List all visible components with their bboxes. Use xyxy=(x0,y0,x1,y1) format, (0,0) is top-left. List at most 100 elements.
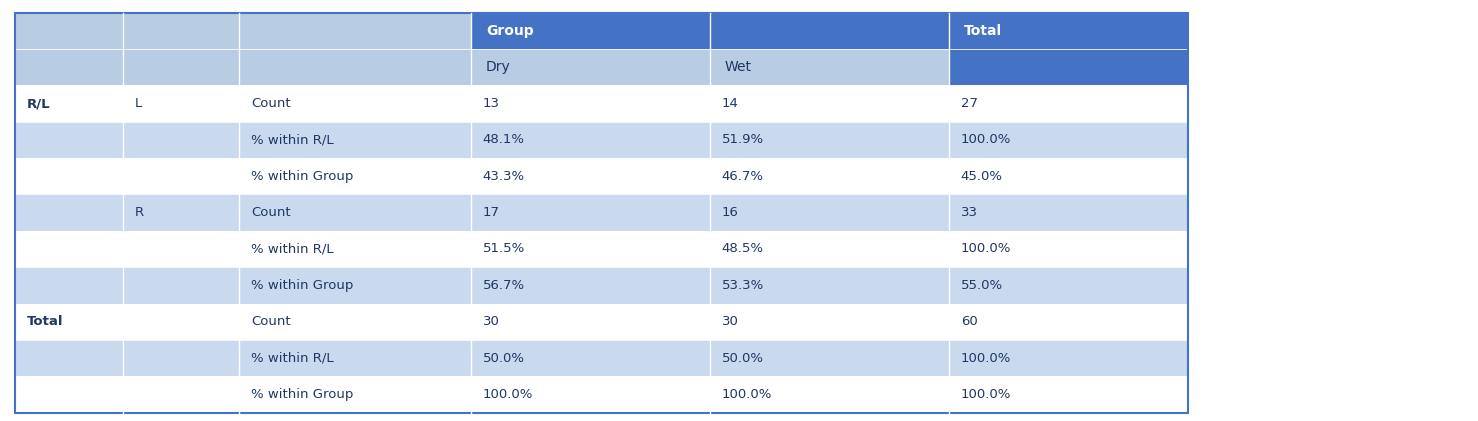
Bar xyxy=(15,122,123,158)
Bar xyxy=(949,231,1188,267)
Bar xyxy=(123,122,239,158)
Text: 56.7%: 56.7% xyxy=(483,279,525,292)
Text: 50.0%: 50.0% xyxy=(483,352,525,365)
Text: 27: 27 xyxy=(961,97,978,110)
Bar xyxy=(471,13,949,49)
Bar xyxy=(15,13,471,49)
Bar xyxy=(949,13,1188,49)
Bar xyxy=(471,340,709,376)
Bar xyxy=(471,376,709,413)
Text: % within Group: % within Group xyxy=(251,170,353,183)
Text: 30: 30 xyxy=(721,315,739,328)
Text: 53.3%: 53.3% xyxy=(721,279,764,292)
Text: Count: Count xyxy=(251,206,291,219)
Text: 48.1%: 48.1% xyxy=(483,133,525,147)
Bar xyxy=(15,340,123,376)
Text: 45.0%: 45.0% xyxy=(961,170,1004,183)
Bar xyxy=(239,195,471,231)
Text: 100.0%: 100.0% xyxy=(721,388,772,401)
Bar xyxy=(239,85,471,122)
Text: 60: 60 xyxy=(961,315,977,328)
Text: L: L xyxy=(134,97,142,110)
Text: 17: 17 xyxy=(483,206,500,219)
Bar xyxy=(471,122,709,158)
Text: 100.0%: 100.0% xyxy=(961,242,1011,256)
Text: 43.3%: 43.3% xyxy=(483,170,525,183)
Bar xyxy=(239,122,471,158)
Bar xyxy=(15,231,123,267)
Bar xyxy=(949,195,1188,231)
Bar xyxy=(949,85,1188,122)
Text: Count: Count xyxy=(251,315,291,328)
Text: R: R xyxy=(134,206,145,219)
Text: 46.7%: 46.7% xyxy=(721,170,764,183)
Text: % within Group: % within Group xyxy=(251,279,353,292)
Text: % within R/L: % within R/L xyxy=(251,352,334,365)
Bar xyxy=(709,85,949,122)
Text: % within Group: % within Group xyxy=(251,388,353,401)
Text: 51.9%: 51.9% xyxy=(721,133,764,147)
Text: Wet: Wet xyxy=(724,60,752,74)
Bar xyxy=(239,231,471,267)
Bar xyxy=(471,85,709,122)
Bar xyxy=(949,340,1188,376)
Bar xyxy=(123,376,239,413)
Bar xyxy=(949,267,1188,304)
Bar xyxy=(709,122,949,158)
Bar xyxy=(709,267,949,304)
Text: % within R/L: % within R/L xyxy=(251,133,334,147)
Bar xyxy=(123,85,239,122)
Text: 14: 14 xyxy=(721,97,739,110)
Bar xyxy=(123,267,239,304)
Bar xyxy=(123,340,239,376)
Bar xyxy=(15,13,1188,413)
Bar xyxy=(709,231,949,267)
Text: 100.0%: 100.0% xyxy=(483,388,534,401)
Bar xyxy=(709,340,949,376)
Text: Group: Group xyxy=(486,24,534,38)
Text: Count: Count xyxy=(251,97,291,110)
Bar xyxy=(709,158,949,195)
Bar xyxy=(239,158,471,195)
Text: Total: Total xyxy=(27,315,64,328)
Bar xyxy=(239,304,471,340)
Text: 48.5%: 48.5% xyxy=(721,242,764,256)
Bar xyxy=(15,376,123,413)
Bar xyxy=(471,158,709,195)
Bar xyxy=(239,376,471,413)
Bar xyxy=(123,231,239,267)
Text: 33: 33 xyxy=(961,206,978,219)
Text: Dry: Dry xyxy=(486,60,510,74)
Bar xyxy=(123,195,239,231)
Bar xyxy=(471,195,709,231)
Bar xyxy=(239,340,471,376)
Text: 50.0%: 50.0% xyxy=(721,352,764,365)
Bar xyxy=(15,267,123,304)
Text: Total: Total xyxy=(964,24,1002,38)
Text: 51.5%: 51.5% xyxy=(483,242,525,256)
Bar xyxy=(709,195,949,231)
Bar xyxy=(123,304,239,340)
Text: 100.0%: 100.0% xyxy=(961,352,1011,365)
Text: 30: 30 xyxy=(483,315,500,328)
Bar xyxy=(15,195,123,231)
Bar xyxy=(471,304,709,340)
Bar xyxy=(949,376,1188,413)
Text: R/L: R/L xyxy=(27,97,50,110)
Bar xyxy=(239,267,471,304)
Bar xyxy=(15,49,471,85)
Text: 16: 16 xyxy=(721,206,739,219)
Text: 100.0%: 100.0% xyxy=(961,133,1011,147)
Bar xyxy=(15,85,123,122)
Bar xyxy=(15,158,123,195)
Bar xyxy=(709,376,949,413)
Bar xyxy=(949,158,1188,195)
Bar xyxy=(123,158,239,195)
Bar xyxy=(471,49,709,85)
Bar xyxy=(709,49,949,85)
Text: % within R/L: % within R/L xyxy=(251,242,334,256)
Bar xyxy=(15,304,123,340)
Bar xyxy=(471,267,709,304)
Bar xyxy=(471,231,709,267)
Bar xyxy=(949,122,1188,158)
